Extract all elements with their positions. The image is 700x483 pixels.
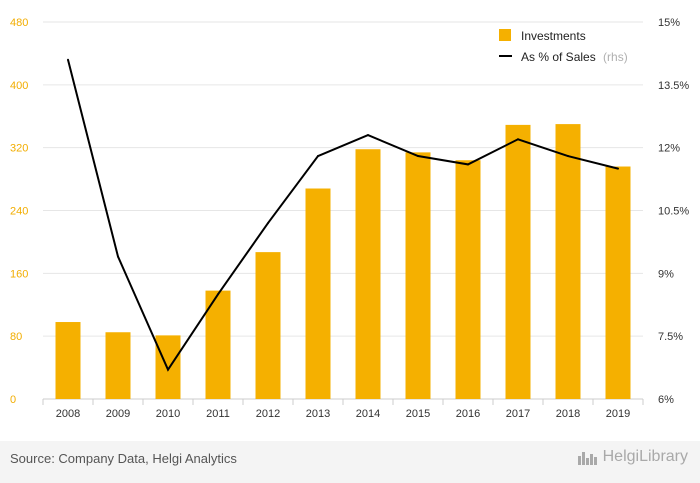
city-skyline-icon xyxy=(577,452,597,465)
bars xyxy=(55,124,631,400)
left-tick-label: 160 xyxy=(10,268,28,280)
line-point-2017 xyxy=(517,138,519,141)
bar-2018 xyxy=(555,124,581,400)
bar-2015 xyxy=(405,152,431,399)
x-tick-label: 2018 xyxy=(556,408,580,420)
x-tick-label: 2013 xyxy=(306,408,330,420)
right-tick-label: 9% xyxy=(658,268,674,280)
left-tick-label: 0 xyxy=(10,394,16,406)
x-tick-label: 2014 xyxy=(356,408,380,420)
line-point-2016 xyxy=(467,163,469,166)
right-tick-label: 7.5% xyxy=(658,331,683,343)
right-tick-label: 12% xyxy=(658,143,680,155)
bar-2014 xyxy=(355,149,381,399)
line-point-2008 xyxy=(67,58,69,61)
x-tick-label: 2010 xyxy=(156,408,180,420)
source-note: Source: Company Data, Helgi Analytics xyxy=(10,451,237,466)
bar-2009 xyxy=(105,332,131,399)
brand-logo[interactable]: HelgiLibrary xyxy=(577,448,688,466)
x-axis: 2008 2009 2010 2011 2012 2013 2014 2015 2016 2017… xyxy=(42,398,644,420)
line-point-2012 xyxy=(267,222,269,225)
x-tick-label: 2016 xyxy=(456,408,480,420)
x-tick-label: 2011 xyxy=(206,408,230,420)
x-tick-label: 2019 xyxy=(606,408,630,420)
line-point-2009 xyxy=(117,255,119,258)
line-point-2011 xyxy=(217,293,219,296)
bar-2008 xyxy=(55,322,81,399)
brand-name: HelgiLibrary xyxy=(602,448,688,465)
legend-label-sales-suffix: (rhs) xyxy=(603,50,628,64)
left-tick-label: 480 xyxy=(10,17,28,29)
x-tick-label: 2015 xyxy=(406,408,430,420)
x-tick-label: 2008 xyxy=(56,408,80,420)
left-tick-label: 320 xyxy=(10,143,28,155)
left-tick-label: 400 xyxy=(10,80,28,92)
right-tick-label: 6% xyxy=(658,394,674,406)
legend-label-sales: As % of Sales (rhs) xyxy=(521,50,628,64)
right-axis-ticks: 6% 7.5% 9% 10.5% 12% 13.5% 15% xyxy=(658,17,689,406)
line-point-2013 xyxy=(317,155,319,158)
grid-lines xyxy=(43,21,643,337)
legend-swatch-investments xyxy=(499,29,511,41)
left-axis-ticks: 0 80 160 240 320 400 480 xyxy=(10,17,28,406)
line-point-2018 xyxy=(567,155,569,158)
legend: Investments As % of Sales (rhs) xyxy=(499,29,628,64)
line-series xyxy=(67,58,619,372)
line-point-2019 xyxy=(617,167,619,170)
line-as-percent-of-sales xyxy=(67,59,619,372)
line-point-2015 xyxy=(417,155,419,158)
right-tick-label: 15% xyxy=(658,17,680,29)
left-tick-label: 80 xyxy=(10,331,22,343)
bar-2010 xyxy=(155,335,181,399)
bar-2017 xyxy=(505,124,531,399)
legend-label-sales-name: As % of Sales xyxy=(521,50,596,64)
bar-2013 xyxy=(305,188,331,399)
bar-2012 xyxy=(255,252,281,399)
legend-label-investments: Investments xyxy=(521,29,586,43)
bar-2019 xyxy=(605,166,631,399)
x-tick-label: 2017 xyxy=(506,408,530,420)
x-tick-label: 2009 xyxy=(106,408,130,420)
x-tick-label: 2012 xyxy=(256,408,280,420)
bar-2016 xyxy=(455,160,481,399)
line-point-2010 xyxy=(167,368,169,371)
bar-2011 xyxy=(205,290,231,399)
left-tick-label: 240 xyxy=(10,206,28,218)
line-point-2014 xyxy=(367,134,369,137)
right-tick-label: 10.5% xyxy=(658,206,689,218)
right-tick-label: 13.5% xyxy=(658,80,689,92)
